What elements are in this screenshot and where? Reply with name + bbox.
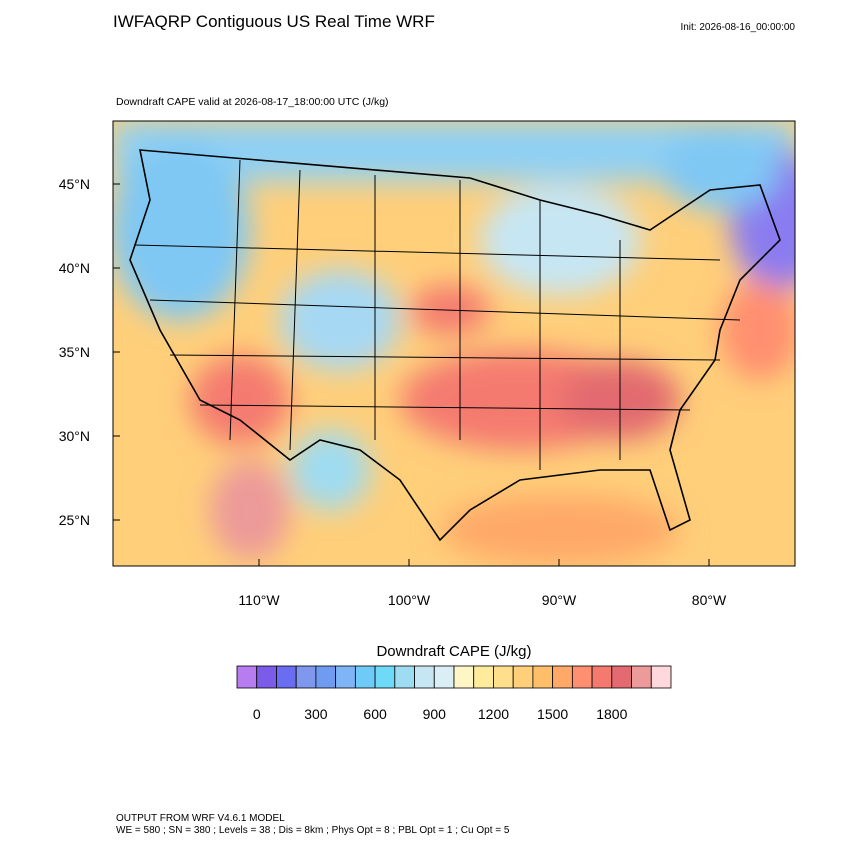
- colorbar-box: [433, 665, 455, 689]
- colorbar-box: [473, 665, 494, 689]
- colorbar-box: [591, 665, 613, 689]
- colorbar-box: [295, 665, 317, 689]
- colorbar-box: [611, 665, 632, 689]
- lon-label: 80°W: [692, 592, 727, 608]
- colorbar-box: [335, 665, 356, 689]
- lat-label: 40°N: [59, 260, 90, 276]
- colorbar-tick-label: 1200: [478, 706, 509, 722]
- colorbar-box: [354, 665, 376, 689]
- title: IWFAQRP Contiguous US Real Time WRF: [113, 12, 435, 31]
- lat-label: 25°N: [59, 512, 90, 528]
- colorbar-box: [650, 665, 672, 689]
- state-lines: [134, 159, 741, 470]
- colorbar-box: [394, 665, 415, 689]
- lon-label: 110°W: [238, 592, 280, 608]
- map-frame: [112, 120, 796, 567]
- country-outline: [129, 149, 781, 542]
- colorbar-tick-label: 1800: [596, 706, 627, 722]
- colorbar-box: [276, 665, 297, 689]
- colorbar: 0 300 600 900 1200 1500 1800: [236, 665, 672, 722]
- colorbar-box: [571, 665, 593, 689]
- colorbar-box: [414, 665, 435, 689]
- colorbar-box: [315, 665, 337, 689]
- colorbar-box: [256, 665, 277, 689]
- colorbar-box: [512, 665, 534, 689]
- footer-line: WE = 580 ; SN = 380 ; Levels = 38 ; Dis …: [116, 825, 510, 836]
- colorbar-tick-label: 0: [253, 706, 261, 722]
- colorbar-tick-label: 1500: [537, 706, 568, 722]
- lat-label: 30°N: [59, 428, 90, 444]
- lat-label: 45°N: [59, 176, 90, 192]
- lat-label: 35°N: [59, 344, 90, 360]
- colorbar-box: [236, 665, 258, 689]
- colorbar-tick-label: 600: [363, 706, 387, 722]
- colorbar-title: Downdraft CAPE (J/kg): [376, 643, 531, 660]
- colorbar-box: [374, 665, 396, 689]
- colorbar-box: [453, 665, 475, 689]
- lon-label: 100°W: [388, 592, 431, 608]
- map-field: [113, 121, 795, 566]
- colorbar-box: [532, 665, 554, 689]
- init-time: Init: 2026-08-16_00:00:00: [680, 22, 795, 33]
- colorbar-box: [493, 665, 514, 689]
- footer-line: OUTPUT FROM WRF V4.6.1 MODEL: [116, 813, 285, 824]
- colorbar-box: [631, 665, 652, 689]
- subtitle: Downdraft CAPE valid at 2026-08-17_18:00…: [116, 96, 389, 108]
- colorbar-box: [552, 665, 573, 689]
- colorbar-tick-label: 300: [304, 706, 328, 722]
- colorbar-tick-label: 900: [423, 706, 447, 722]
- lon-labels: 110°W 100°W 90°W 80°W: [238, 559, 727, 608]
- lat-labels: 45°N 40°N 35°N 30°N 25°N: [59, 176, 120, 528]
- lon-label: 90°W: [542, 592, 577, 608]
